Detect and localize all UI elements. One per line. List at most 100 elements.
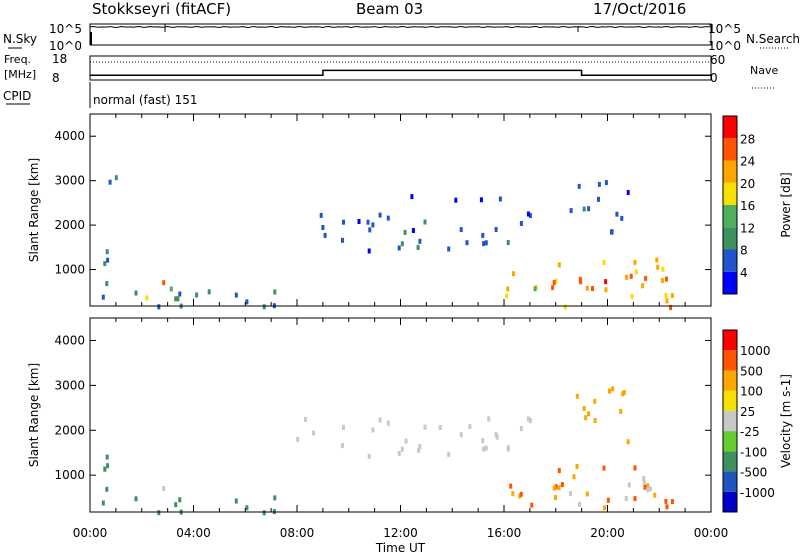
echo-cell xyxy=(400,241,404,247)
echo-cell xyxy=(670,499,674,504)
echo-cell xyxy=(585,491,589,497)
echo-cell xyxy=(174,502,178,508)
colorbar-swatch xyxy=(723,491,737,512)
colorbar-swatch xyxy=(723,471,737,492)
y-tick-label: 4000 xyxy=(54,129,85,143)
echo-cell xyxy=(400,446,404,452)
echo-cell xyxy=(404,438,408,444)
date-label: 17/Oct/2016 xyxy=(593,0,687,18)
echo-cell xyxy=(569,208,573,214)
echo-cell xyxy=(105,249,109,255)
echo-cell xyxy=(162,486,166,491)
echo-cell xyxy=(341,237,344,243)
echo-cell xyxy=(591,286,594,291)
colorbar-swatch xyxy=(723,431,737,452)
echo-cell xyxy=(108,179,112,185)
plot-background xyxy=(90,114,711,306)
echo-cell xyxy=(629,273,633,279)
y-tick-label: 2000 xyxy=(54,218,85,232)
echo-cell xyxy=(145,295,149,301)
echo-cell xyxy=(479,197,483,203)
echo-cell xyxy=(627,482,631,488)
echo-cell xyxy=(273,289,277,295)
colorbar-tick: 16 xyxy=(740,199,755,213)
echo-cell xyxy=(577,183,581,189)
echo-cell xyxy=(653,492,657,498)
echo-cell xyxy=(646,487,650,493)
echo-cell xyxy=(575,464,579,469)
echo-cell xyxy=(162,280,166,286)
echo-cell xyxy=(342,219,345,225)
echo-cell xyxy=(454,197,458,203)
x-tick-label: 16:00 xyxy=(487,526,522,540)
echo-cell xyxy=(447,246,451,252)
echo-cell xyxy=(319,212,323,218)
colorbar-tick: 24 xyxy=(740,155,755,169)
echo-cell xyxy=(604,180,608,186)
echo-cell xyxy=(533,286,537,292)
echo-cell xyxy=(626,190,630,195)
y-tick-label: 1000 xyxy=(54,263,85,277)
colorbar-tick: 4 xyxy=(740,266,748,280)
x-tick-label: 04:00 xyxy=(176,526,211,540)
echo-cell xyxy=(582,406,586,411)
echo-cell xyxy=(487,416,491,422)
echo-cell xyxy=(518,493,522,499)
echo-cell xyxy=(371,222,375,228)
echo-cell xyxy=(519,221,523,226)
echo-cell xyxy=(655,257,659,263)
y-tick-label: 4000 xyxy=(54,333,85,347)
echo-cell xyxy=(386,215,390,221)
echo-cell xyxy=(114,175,118,181)
power-panel: 1000 2000 3000 4000 Slant Range [km] 4 8 12 16 20… xyxy=(27,113,793,311)
echo-cell xyxy=(554,278,558,284)
echo-cell xyxy=(602,260,606,266)
station-title: Stokkseyri (fitACF) xyxy=(92,0,232,18)
echo-cell xyxy=(506,445,510,451)
echo-cell xyxy=(606,497,610,503)
echo-cell xyxy=(105,486,109,492)
echo-cell xyxy=(342,424,345,430)
echo-cell xyxy=(642,475,646,481)
freq-tick: 8 xyxy=(52,71,60,85)
x-tick-label: 00:00 xyxy=(694,526,729,540)
echo-cell xyxy=(481,438,485,444)
echo-cell xyxy=(604,287,608,293)
colorbar-swatch xyxy=(723,370,737,391)
colorbar-frame xyxy=(722,115,738,295)
x-tick-label: 20:00 xyxy=(590,526,625,540)
echo-cell xyxy=(134,496,138,502)
echo-cell xyxy=(465,240,469,246)
echo-cell xyxy=(610,229,614,235)
echo-cell xyxy=(105,281,109,287)
colorbar-tick: -500 xyxy=(740,466,767,480)
echo-cell xyxy=(106,257,110,263)
echo-cell xyxy=(357,219,361,224)
echo-cell xyxy=(498,196,502,202)
echo-cell xyxy=(608,388,611,394)
echo-cell xyxy=(587,206,591,212)
x-tick-label: 00:00 xyxy=(73,526,108,540)
echo-cell xyxy=(397,245,401,251)
x-axis-label: Time UT xyxy=(375,541,426,554)
echo-cell xyxy=(633,496,637,502)
echo-cell xyxy=(367,453,371,459)
echo-cell xyxy=(585,285,589,291)
echo-cell xyxy=(106,463,110,469)
colorbar-swatch xyxy=(723,227,737,250)
colorbar-tick: -1000 xyxy=(740,486,775,500)
colorbar-label: Power [dB] xyxy=(779,172,793,237)
echo-cell xyxy=(103,466,107,472)
echo-cell xyxy=(101,294,105,300)
echo-cell xyxy=(176,296,180,302)
echo-cell xyxy=(626,439,630,445)
echo-cell xyxy=(484,240,488,246)
echo-cell xyxy=(554,495,557,500)
echo-cell xyxy=(296,436,300,442)
nave-tick: 60 xyxy=(710,53,725,67)
noise-panel: N.Sky 10^5 10^0 10^5 10^0 N.Search xyxy=(3,22,800,53)
echo-cell xyxy=(604,279,608,285)
echo-cell xyxy=(482,241,486,247)
echo-cell xyxy=(378,212,382,218)
echo-cell xyxy=(418,444,422,450)
